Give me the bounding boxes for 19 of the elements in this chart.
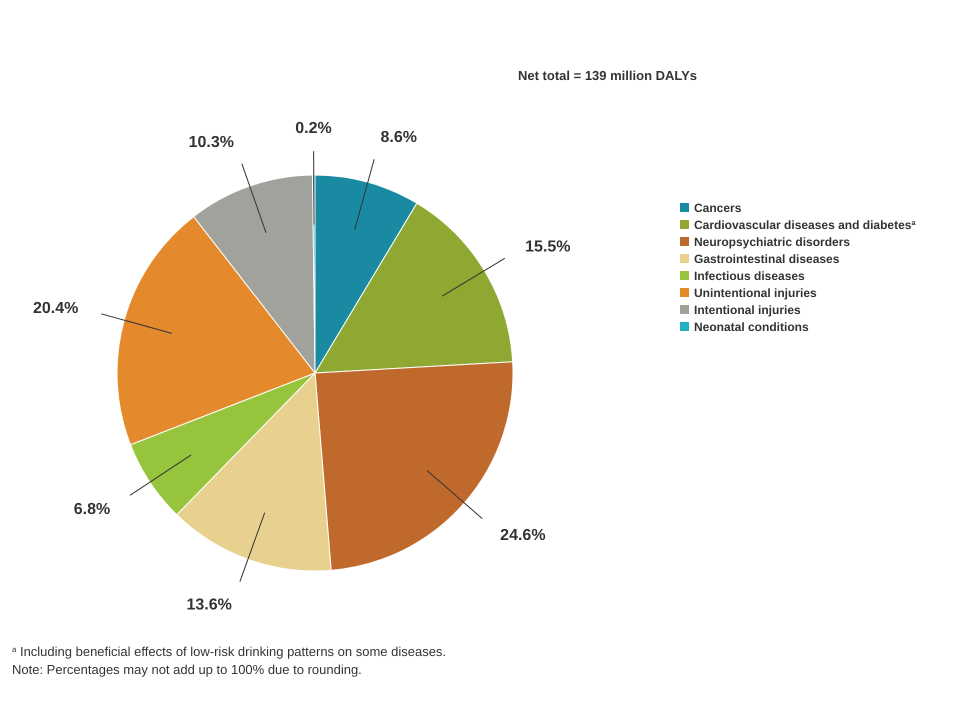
data-label: 15.5% xyxy=(525,238,571,256)
data-label: 24.6% xyxy=(500,526,546,544)
legend-label: Unintentional injuries xyxy=(694,286,817,300)
legend-label: Cardiovascular diseases and diabetes$^{a}$ xyxy=(694,218,916,232)
legend-label: Neuropsychiatric disorders xyxy=(694,235,850,250)
legend-label: Cancers xyxy=(694,201,742,216)
legend-label: Neonatal conditions xyxy=(694,320,809,334)
legend-label: Intentional injuries xyxy=(694,303,801,318)
data-label: 20.4% xyxy=(33,300,78,318)
chart-title: Net total = 139 million DALYs xyxy=(518,68,698,83)
text: $^{a}$ Including beneficial effects of low-risk drinking patterns on some diseases. xyxy=(12,644,446,659)
data-label: 8.6% xyxy=(380,128,417,146)
legend-label: Gastrointestinal diseases xyxy=(694,252,840,266)
text: Note: Percentages may not add up to 100% due to rounding. xyxy=(12,662,362,677)
legend-label: Infectious diseases xyxy=(694,269,806,284)
data-label: 6.8% xyxy=(74,501,110,518)
data-label: 0.2% xyxy=(295,120,332,138)
data-label: 13.6% xyxy=(186,596,232,614)
data-label: 10.3% xyxy=(188,134,234,151)
